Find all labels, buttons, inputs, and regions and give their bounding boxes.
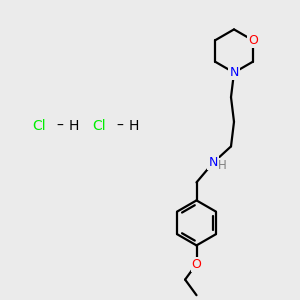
Text: H: H xyxy=(68,119,79,133)
Text: Cl: Cl xyxy=(32,119,46,133)
Text: –: – xyxy=(117,119,123,133)
Text: O: O xyxy=(192,257,201,271)
Text: Cl: Cl xyxy=(92,119,106,133)
Text: H: H xyxy=(218,159,227,172)
Text: O: O xyxy=(248,34,258,47)
Text: N: N xyxy=(229,66,239,79)
Text: H: H xyxy=(128,119,139,133)
Text: N: N xyxy=(208,156,218,170)
Text: –: – xyxy=(57,119,63,133)
